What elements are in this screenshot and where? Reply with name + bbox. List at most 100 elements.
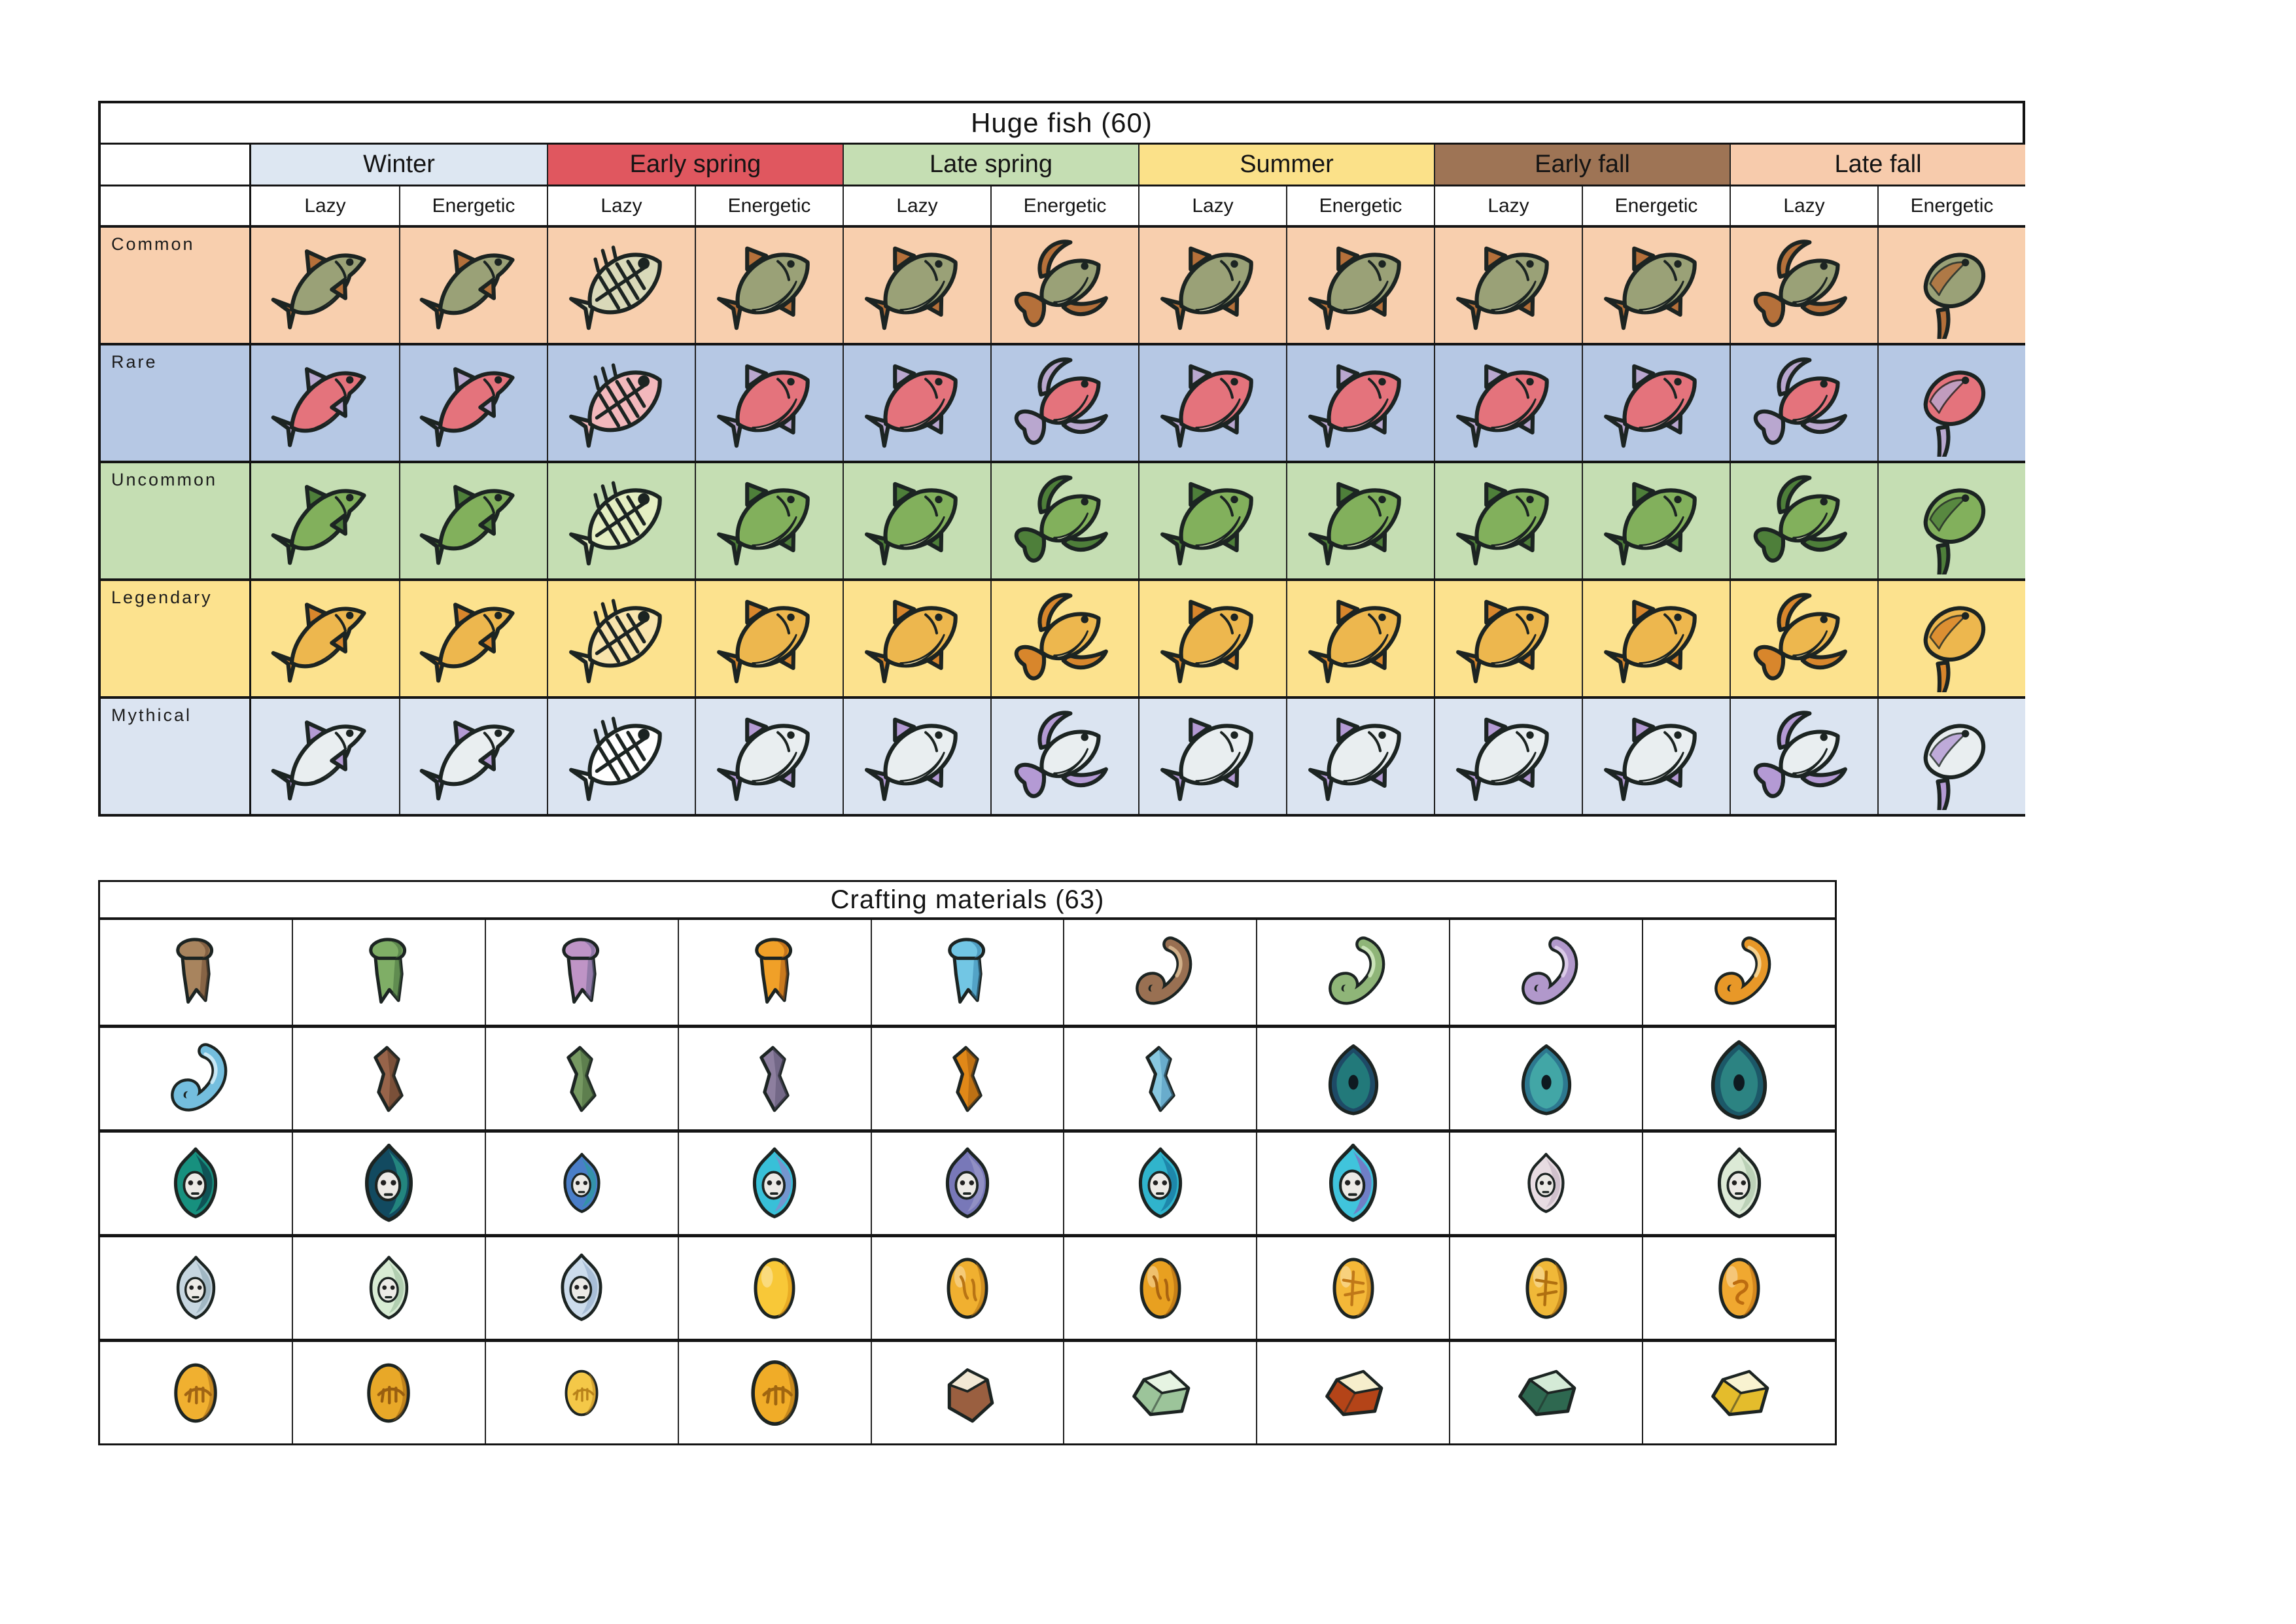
fish-cell	[695, 581, 843, 696]
amber-egg-icon	[1139, 1257, 1181, 1319]
fish-icon	[419, 367, 515, 448]
corner-cell	[101, 145, 251, 185]
material-cell-yellow-gem	[1642, 1342, 1835, 1443]
trait-header-lazy: Lazy	[1434, 186, 1582, 225]
rarity-label-legendary: Legendary	[101, 581, 251, 696]
fish-icon	[865, 364, 958, 448]
fish-icon	[1456, 246, 1549, 330]
fish-icon	[419, 603, 515, 683]
fish-icon	[271, 485, 366, 565]
fish-icon	[1604, 246, 1697, 330]
material-cell-dark-green-gem	[1449, 1342, 1642, 1443]
orange-scroll-icon	[755, 938, 793, 1004]
fish-icon	[1753, 711, 1847, 798]
fish-icon	[569, 245, 662, 330]
fish-cell	[1582, 463, 1730, 578]
crafting-table-title: Crafting materials (63)	[830, 885, 1105, 914]
fish-icon	[1456, 717, 1549, 802]
fish-icon	[717, 364, 810, 448]
fish-icon	[1753, 239, 1847, 327]
fish-icon	[865, 246, 958, 330]
fish-cell	[1286, 463, 1434, 578]
brown-hide-icon	[374, 1046, 404, 1112]
green-hide-icon	[566, 1046, 597, 1112]
green-gem-icon	[1132, 1369, 1191, 1416]
fish-cell	[843, 463, 990, 578]
fish-cell	[251, 463, 399, 578]
season-header-summer: Summer	[1138, 145, 1434, 185]
swirled-golden-egg-icon	[1718, 1257, 1760, 1319]
fish-table-title-row: Huge fish (60)	[101, 103, 2023, 143]
fish-icon	[1308, 599, 1401, 684]
teal-scale-icon	[1521, 1044, 1571, 1115]
brown-scroll-icon	[176, 938, 214, 1004]
fish-cell	[547, 228, 695, 343]
material-cell-veined-golden-egg	[1256, 1237, 1449, 1339]
trait-header-lazy: Lazy	[251, 186, 399, 225]
fish-cell	[990, 699, 1138, 814]
pale-blue-spirit-scale-icon	[176, 1255, 216, 1319]
material-cell-green-worm	[1256, 920, 1449, 1025]
fish-cell	[695, 345, 843, 461]
material-cell-cyan-spirit-scale	[677, 1133, 871, 1234]
orange-worm-icon	[1714, 936, 1771, 1005]
fish-icon	[1014, 475, 1108, 563]
material-cell-amber-egg	[1063, 1237, 1256, 1339]
season-header-early-spring: Early spring	[547, 145, 843, 185]
fish-row-uncommon: Uncommon	[101, 461, 2025, 578]
material-cell-azure-spirit-scale	[1063, 1133, 1256, 1234]
trait-header-lazy: Lazy	[1138, 186, 1286, 225]
green-scroll-icon	[369, 938, 407, 1004]
fish-cell	[1582, 581, 1730, 696]
corner-cell	[101, 186, 251, 225]
rarity-label-mythical: Mythical	[101, 699, 251, 814]
fish-cell	[990, 228, 1138, 343]
fish-row-common: Common	[101, 225, 2025, 343]
material-cell-deep-teal-scale	[1642, 1028, 1835, 1129]
fish-cell	[990, 345, 1138, 461]
blue-hide-icon	[1145, 1046, 1175, 1112]
fish-icon	[271, 249, 366, 330]
fish-cell	[1877, 345, 2025, 461]
blue-spirit-scale-icon	[563, 1152, 600, 1213]
material-cell-pale-mint-spirit-scale	[291, 1237, 485, 1339]
fish-icon	[1923, 370, 1986, 457]
fish-cell	[1582, 345, 1730, 461]
material-cell-green-hide	[484, 1028, 678, 1129]
fish-cell	[399, 699, 547, 814]
material-row	[100, 920, 1835, 1025]
fish-icon	[1014, 357, 1108, 445]
fish-cell	[399, 581, 547, 696]
pale-mint-spirit-scale-icon	[369, 1255, 408, 1319]
fish-icon	[1604, 364, 1697, 448]
trait-header-lazy: Lazy	[547, 186, 695, 225]
season-header-late-fall: Late fall	[1730, 145, 2025, 185]
fish-cell	[1730, 463, 1877, 578]
fish-icon	[419, 720, 515, 801]
fish-cell	[399, 228, 547, 343]
purple-spirit-scale-icon	[1329, 1143, 1378, 1222]
fish-icon	[1308, 482, 1401, 566]
fish-icon	[1456, 482, 1549, 566]
fish-icon	[569, 716, 662, 802]
fish-icon	[1308, 246, 1401, 330]
material-cell-purple-scroll	[484, 920, 678, 1025]
material-row	[100, 1234, 1835, 1339]
fish-icon	[717, 246, 810, 330]
violet-spirit-scale-icon	[945, 1147, 990, 1218]
fish-icon	[1604, 717, 1697, 802]
material-cell-amber-fossil-egg	[100, 1342, 292, 1443]
crafting-grid	[100, 920, 1835, 1443]
season-header-row: Winter Early spring Late spring Summer E…	[101, 143, 2025, 185]
fish-cell	[990, 463, 1138, 578]
fish-icon	[717, 482, 810, 566]
fish-cell	[1730, 699, 1877, 814]
fish-cell	[547, 345, 695, 461]
fish-icon	[1160, 717, 1253, 802]
crafting-table-title-row: Crafting materials (63)	[100, 882, 1835, 920]
material-cell-purple-worm	[1449, 920, 1642, 1025]
crafting-materials-table: Crafting materials (63)	[98, 880, 1837, 1445]
azure-spirit-scale-icon	[1138, 1147, 1182, 1218]
fish-cell	[399, 463, 547, 578]
fish-icon	[569, 363, 662, 448]
